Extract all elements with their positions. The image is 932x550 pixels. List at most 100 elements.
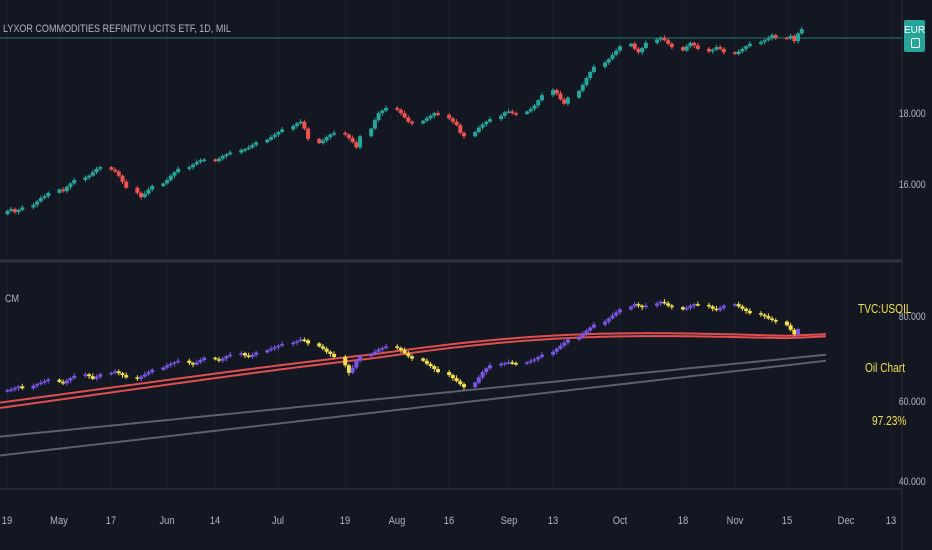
candle-body: [350, 138, 355, 143]
candle-body: [565, 97, 570, 104]
candle-body: [770, 318, 775, 320]
candle-body: [42, 196, 47, 198]
candle-body: [744, 46, 749, 49]
candle-body: [124, 181, 129, 188]
candle-body: [603, 62, 608, 67]
candle-body: [398, 109, 403, 114]
candle-body: [320, 346, 325, 349]
candle-body: [551, 90, 556, 96]
candle-body: [165, 180, 170, 184]
ma-long-line: [0, 353, 827, 438]
candle-body: [680, 47, 685, 51]
candle-body: [499, 115, 504, 120]
candle-body: [35, 384, 40, 386]
price-candles[interactable]: [5, 26, 804, 216]
candle-body: [139, 376, 144, 379]
candle-body: [528, 108, 533, 112]
candle-body: [87, 175, 92, 178]
candle-body: [291, 342, 296, 345]
candle-body: [306, 128, 311, 139]
candle-body: [536, 100, 541, 106]
candle-body: [61, 189, 66, 192]
candle-body: [224, 356, 229, 359]
candle-body: [246, 355, 251, 357]
candle-body: [113, 371, 118, 373]
candle-body: [476, 377, 481, 383]
last-price-tag[interactable]: EUR: [904, 20, 925, 52]
candle-body: [721, 305, 726, 308]
candle-body: [614, 312, 619, 316]
candle-body: [213, 357, 218, 360]
candle-body: [242, 353, 247, 356]
x-tick-label: 13: [885, 515, 897, 527]
candle-body: [799, 29, 804, 34]
x-tick-label: Dec: [837, 515, 855, 527]
candle-body: [38, 198, 43, 202]
candle-body: [669, 305, 674, 308]
candle-body: [577, 336, 582, 340]
candle-body: [98, 167, 103, 169]
x-tick-label: Aug: [388, 515, 406, 527]
candle-body: [770, 35, 775, 39]
candle-body: [46, 379, 51, 382]
candle-body: [718, 47, 723, 49]
candle-body: [617, 46, 622, 51]
candle-body: [298, 121, 303, 124]
candle-body: [454, 121, 459, 126]
candle-body: [302, 339, 307, 342]
y-tick-label: 18.000: [899, 108, 926, 120]
candle-body: [280, 344, 285, 346]
candle-body: [198, 360, 203, 363]
candle-body: [116, 171, 121, 176]
candle-body: [480, 372, 485, 378]
candle-body: [346, 365, 351, 373]
candle-body: [692, 42, 697, 46]
candle-body: [38, 382, 43, 385]
candle-body: [161, 183, 166, 186]
candle-body: [680, 307, 685, 310]
candle-body: [432, 113, 437, 116]
candle-body: [306, 340, 311, 344]
candle-body: [532, 359, 537, 361]
symbol-title[interactable]: LYXOR COMMODITIES REFINITIV UCITS ETF, 1…: [3, 23, 231, 35]
candle-body: [606, 59, 611, 63]
candle-body: [350, 367, 355, 373]
candle-body: [740, 306, 745, 309]
candle-body: [272, 347, 277, 349]
candle-body: [220, 358, 225, 361]
oil-candles[interactable]: [5, 299, 801, 393]
candle-body: [276, 345, 281, 348]
candle-body: [12, 387, 17, 390]
candle-body: [539, 354, 544, 357]
candle-body: [688, 305, 693, 308]
candle-body: [276, 132, 281, 135]
candle-body: [732, 304, 737, 306]
candle-body: [265, 139, 270, 143]
candle-body: [695, 45, 700, 49]
candle-body: [421, 120, 426, 124]
candle-body: [744, 308, 749, 311]
candle-body: [9, 209, 14, 211]
candle-body: [372, 120, 377, 129]
candle-body: [473, 132, 478, 137]
candle-body: [532, 105, 537, 109]
candle-body: [721, 48, 726, 53]
candle-body: [632, 43, 637, 49]
indicator-label[interactable]: CM: [5, 293, 20, 305]
candle-body: [554, 90, 559, 94]
candle-body: [217, 359, 222, 361]
candle-body: [294, 123, 299, 126]
candle-body: [61, 381, 66, 384]
candle-body: [280, 129, 285, 132]
candle-body: [372, 351, 377, 354]
candle-body: [528, 360, 533, 363]
candle-body: [384, 108, 389, 111]
candle-body: [632, 304, 637, 307]
candle-body: [506, 362, 511, 364]
x-tick-label: 13: [547, 515, 559, 527]
candle-body: [718, 307, 723, 311]
candle-body: [68, 183, 73, 187]
candle-body: [332, 353, 337, 357]
y-tick-label: 40.000: [899, 476, 926, 488]
